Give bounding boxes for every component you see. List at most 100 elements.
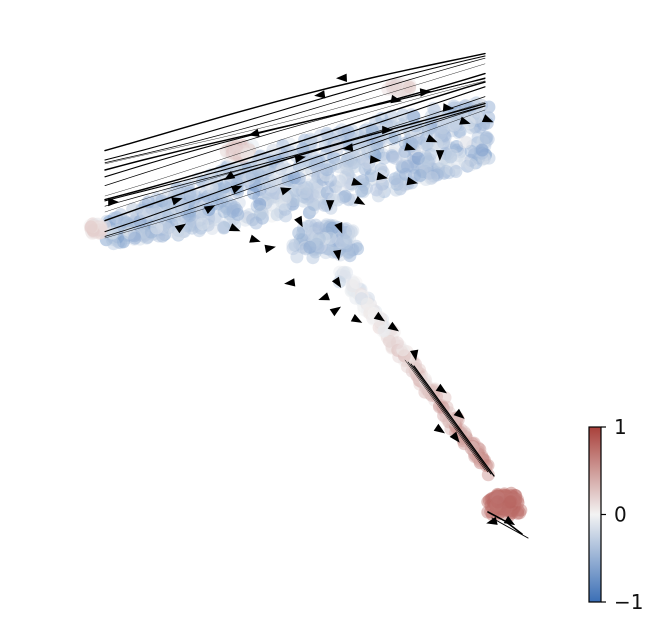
cell-point (371, 142, 384, 156)
cell-point (85, 220, 99, 234)
cell-point (499, 492, 513, 505)
cell-point (498, 501, 512, 515)
cell-point (229, 163, 243, 177)
cell-point (306, 238, 320, 252)
cell-point (241, 177, 255, 191)
cell-point (476, 135, 490, 149)
cell-point (388, 131, 402, 144)
cell-point (458, 135, 472, 149)
cell-point (461, 159, 474, 173)
cell-point (391, 76, 405, 90)
velocity-arrow (373, 311, 385, 322)
cell-point (353, 287, 367, 301)
cell-point (492, 498, 506, 512)
cell-point (150, 221, 164, 235)
cell-point (84, 220, 98, 234)
cell-point (225, 146, 239, 160)
cell-point (396, 343, 410, 357)
cell-point (320, 163, 334, 177)
cell-point (496, 495, 510, 508)
cell-point (114, 223, 127, 237)
cell-point (311, 240, 325, 254)
cell-point (194, 221, 208, 235)
cell-point (498, 500, 511, 513)
cell-point (364, 306, 378, 320)
cell-point (341, 192, 355, 206)
cell-point (377, 324, 391, 338)
cell-point (395, 176, 408, 190)
cell-point (420, 154, 434, 168)
cell-point (496, 497, 510, 511)
cell-point (224, 149, 238, 163)
cell-point (505, 496, 519, 510)
cell-point (85, 225, 99, 239)
cell-point (391, 82, 405, 96)
cell-point (363, 162, 377, 176)
cell-point (430, 168, 444, 182)
cell-point (399, 351, 413, 365)
cell-point (349, 291, 363, 305)
cell-point (162, 208, 176, 222)
scatter-points (83, 76, 528, 523)
cell-point (322, 234, 336, 247)
cell-point (281, 173, 295, 187)
cell-point (381, 326, 395, 340)
cell-point (395, 345, 409, 359)
cell-point (181, 179, 195, 193)
cell-point (112, 235, 126, 249)
cell-point (329, 180, 343, 194)
cell-point (347, 276, 361, 290)
cell-point (471, 111, 484, 125)
cell-point (91, 218, 105, 232)
cell-point (444, 141, 458, 155)
cell-point (366, 311, 379, 325)
velocity-arrow (369, 155, 381, 164)
cell-point (386, 83, 400, 96)
cell-point (504, 503, 518, 517)
cell-point (417, 164, 431, 178)
cell-point (399, 83, 413, 97)
cell-point (231, 142, 245, 156)
cell-point (146, 227, 160, 241)
cell-point (88, 221, 102, 234)
cell-point (499, 497, 513, 510)
cell-point (306, 186, 319, 200)
velocity-arrow (325, 200, 335, 211)
cell-point (339, 228, 353, 242)
cell-point (397, 349, 411, 363)
cell-point (382, 333, 396, 347)
cell-point (324, 230, 338, 244)
cell-point (397, 83, 411, 97)
cell-point (253, 207, 267, 221)
cell-point (330, 230, 344, 244)
cell-point (447, 119, 461, 133)
cell-point (489, 500, 503, 514)
cell-point (433, 127, 447, 141)
cell-point (155, 213, 169, 227)
cell-point (369, 183, 383, 197)
cell-point (334, 230, 348, 243)
velocity-arrow (329, 306, 341, 317)
cell-point (83, 218, 97, 232)
cell-point (357, 153, 371, 167)
cell-point (403, 354, 417, 368)
cell-point (392, 341, 406, 355)
cell-point (320, 230, 334, 244)
cell-point (351, 281, 365, 295)
velocity-arrow (387, 321, 399, 332)
cell-point (226, 144, 239, 157)
cell-point (490, 492, 504, 506)
cell-point (217, 221, 231, 235)
cell-point (495, 495, 508, 509)
cell-point (299, 236, 312, 250)
cell-point (341, 154, 355, 168)
cell-point (458, 154, 472, 168)
cell-point (496, 499, 510, 513)
cell-point (396, 346, 410, 360)
cell-point (500, 504, 513, 518)
cell-point (339, 240, 353, 254)
cell-point (336, 229, 350, 243)
cell-point (450, 140, 463, 153)
cell-point (494, 499, 508, 513)
cell-point (314, 239, 328, 253)
